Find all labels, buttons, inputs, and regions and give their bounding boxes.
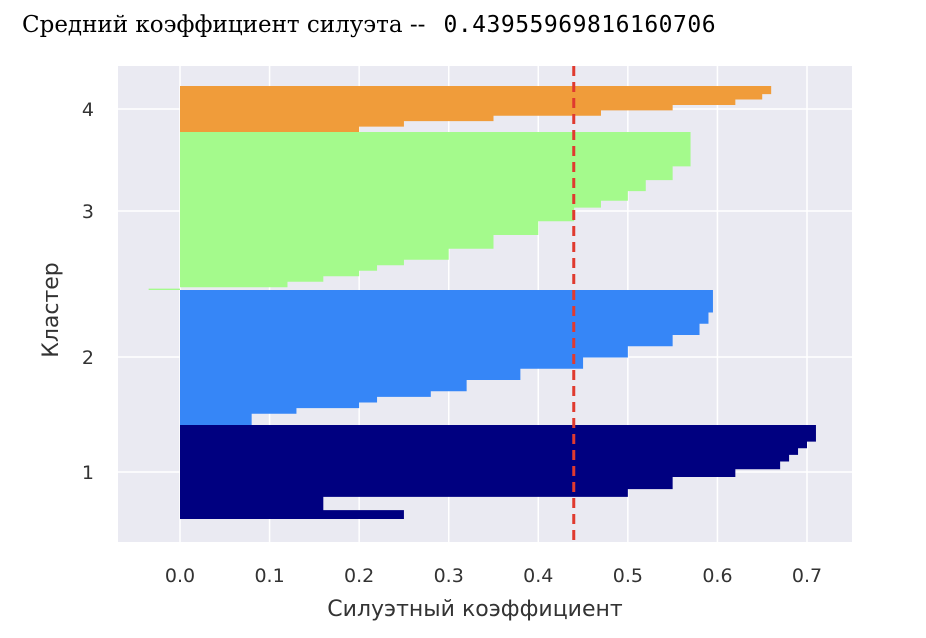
x-tick-label: 0.6 [702, 565, 732, 587]
x-tick-label: 0.1 [254, 565, 284, 587]
cluster-2-silhouette [180, 290, 713, 425]
x-axis-label: Силуэтный коэффициент [327, 597, 623, 622]
x-tick-label: 0.3 [434, 565, 464, 587]
y-tick-label: 1 [82, 462, 94, 484]
y-tick-label: 4 [82, 99, 94, 121]
avg-silhouette-value: 0.43955969816160706 [443, 12, 717, 38]
x-tick-label: 0.5 [613, 565, 643, 587]
y-tick-label: 3 [82, 201, 94, 223]
x-tick-label: 0.2 [344, 565, 374, 587]
x-tick-label: 0.4 [523, 565, 553, 587]
cluster-3-silhouette [148, 132, 691, 290]
y-axis-label: Кластер [39, 262, 64, 358]
x-tick-label: 0.7 [792, 565, 822, 587]
cluster-silhouettes [148, 86, 816, 519]
y-tick-labels: 1 2 3 4 [82, 99, 94, 484]
cluster-1-silhouette [180, 425, 816, 519]
x-tick-labels: 0.0 0.1 0.2 0.3 0.4 0.5 0.6 0.7 [165, 565, 822, 587]
cluster-4-silhouette [180, 86, 772, 132]
y-tick-label: 2 [82, 347, 94, 369]
chart-header: Средний коэффициент силуэта -- 0.43955969… [22, 12, 716, 52]
avg-silhouette-label: Средний коэффициент силуэта -- [22, 12, 426, 38]
x-tick-label: 0.0 [165, 565, 195, 587]
